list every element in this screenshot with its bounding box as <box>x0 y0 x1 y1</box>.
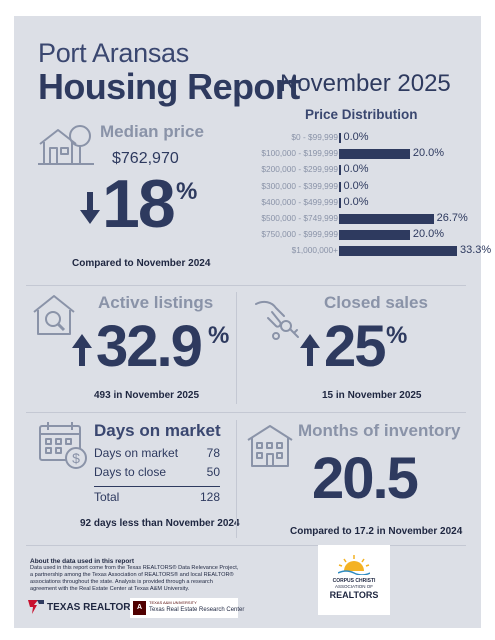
price-row: $1,000,000+ 33.3% <box>238 243 491 259</box>
row-label: Days to close <box>94 465 167 479</box>
median-price-title: Median price <box>100 122 204 141</box>
price-row: $0 - $99,999 0.0% <box>238 130 468 146</box>
median-price-change: 18 <box>102 166 176 242</box>
report-title: Housing Report <box>38 66 300 107</box>
hand-keys-icon <box>254 294 304 344</box>
building-icon <box>246 422 294 468</box>
price-range-label: $200,000 - $299,999 <box>261 164 338 175</box>
row-label: Days on market <box>94 446 179 460</box>
total-label: Total <box>94 490 120 504</box>
price-pct-label: 20.0% <box>412 147 445 160</box>
calendar-dollar-icon: $ <box>38 420 88 470</box>
city-name: Port Aransas <box>38 38 189 68</box>
closed-sales-change: 25 <box>324 314 386 379</box>
divider <box>236 420 237 538</box>
price-pct-label: 0.0% <box>343 179 369 192</box>
svg-text:$: $ <box>72 450 80 466</box>
up-arrow-icon <box>72 334 92 371</box>
divider <box>26 285 466 286</box>
price-pct-label: 0.0% <box>343 195 369 208</box>
report-sheet <box>14 16 481 628</box>
cc-line1: CORPUS CHRISTI <box>332 578 376 584</box>
total-row: Total 128 <box>94 490 220 504</box>
down-arrow-icon <box>80 192 100 229</box>
about-title: About the data used in this report <box>30 558 135 565</box>
total-value: 128 <box>199 490 220 504</box>
days-on-market-note: 92 days less than November 2024 <box>80 518 240 529</box>
price-row: $750,000 - $999,999 20.0% <box>238 227 468 243</box>
price-bar <box>339 197 341 208</box>
cc-line3: REALTORS <box>329 590 379 600</box>
price-bar <box>339 149 410 160</box>
price-pct-label: 0.0% <box>343 163 369 176</box>
price-distribution-title: Price Distribution <box>305 107 418 122</box>
price-bar <box>339 246 457 257</box>
price-pct-label: 0.0% <box>343 131 369 143</box>
price-range-label: $750,000 - $999,999 <box>261 229 338 240</box>
closed-sales-title: Closed sales <box>324 293 428 312</box>
days-on-market-title: Days on market <box>94 421 221 440</box>
months-inventory-value: 20.5 <box>312 446 419 511</box>
cc-line2: ASSOCIATION OF <box>335 584 373 589</box>
row-value: 78 <box>206 446 220 460</box>
months-inventory-note: Compared to 17.2 in November 2024 <box>290 526 463 537</box>
aggie-mark-icon: A <box>133 601 146 615</box>
price-range-label: $1,000,000+ <box>291 245 338 256</box>
active-listings-note: 493 in November 2025 <box>94 390 200 401</box>
tamu-center-text: Texas Real Estate Research Center <box>149 607 245 613</box>
price-pct-label: 33.3% <box>460 244 492 257</box>
closed-sales-pct-sign: % <box>386 322 408 349</box>
price-pct-label: 20.0% <box>412 228 445 241</box>
price-bar <box>339 214 434 224</box>
house-magnifier-icon <box>32 292 80 338</box>
price-row: $100,000 - $199,999 20.0% <box>238 146 468 162</box>
days-on-market-row: Days on market 78 <box>94 446 220 460</box>
up-arrow-icon <box>300 334 320 371</box>
price-range-label: $0 - $99,999 <box>291 132 338 142</box>
price-row: $500,000 - $749,999 26.7% <box>238 211 468 227</box>
active-listings-change: 32.9 <box>96 314 203 379</box>
report-month: November 2025 <box>280 70 451 97</box>
total-divider <box>94 486 220 487</box>
active-listings-pct-sign: % <box>208 322 230 349</box>
price-range-label: $300,000 - $399,999 <box>261 180 338 191</box>
price-bar <box>339 165 341 176</box>
active-listings-title: Active listings <box>98 293 214 312</box>
divider <box>26 545 466 546</box>
divider <box>26 412 466 413</box>
price-pct-label: 26.7% <box>436 212 468 224</box>
median-price-value: $762,970 <box>112 150 179 167</box>
closed-sales-note: 15 in November 2025 <box>322 390 422 401</box>
texas-realtors-mark-icon <box>28 600 44 614</box>
price-range-label: $400,000 - $499,999 <box>261 196 338 207</box>
price-row: $200,000 - $299,999 0.0% <box>238 162 468 178</box>
median-price-pct-sign: % <box>176 178 198 205</box>
price-range-label: $500,000 - $749,999 <box>261 213 338 223</box>
texas-realtors-text: TEXAS REALTORS <box>47 601 138 613</box>
tamu-small-text: TEXAS A&M UNIVERSITY <box>149 600 197 605</box>
price-bar <box>339 181 341 192</box>
about-body: Data used in this report come from the T… <box>30 565 239 592</box>
row-value: 50 <box>206 465 220 479</box>
divider <box>236 292 237 404</box>
price-range-label: $100,000 - $199,999 <box>261 148 338 159</box>
house-tree-icon <box>36 122 96 168</box>
median-price-note: Compared to November 2024 <box>72 258 211 269</box>
months-inventory-title: Months of inventory <box>298 421 461 440</box>
sun-icon <box>338 555 370 575</box>
corpus-christi-logo: CORPUS CHRISTI ASSOCIATION OF REALTORS <box>318 545 390 615</box>
price-bar <box>339 133 341 143</box>
price-bar <box>339 230 410 241</box>
texas-realtors-logo: TEXAS REALTORS <box>28 600 137 614</box>
price-row: $300,000 - $399,999 0.0% <box>238 179 468 195</box>
tamu-logo: A TEXAS A&M UNIVERSITY Texas Real Estate… <box>130 598 244 618</box>
days-to-close-row: Days to close 50 <box>94 465 220 479</box>
price-row: $400,000 - $499,999 0.0% <box>238 195 468 211</box>
